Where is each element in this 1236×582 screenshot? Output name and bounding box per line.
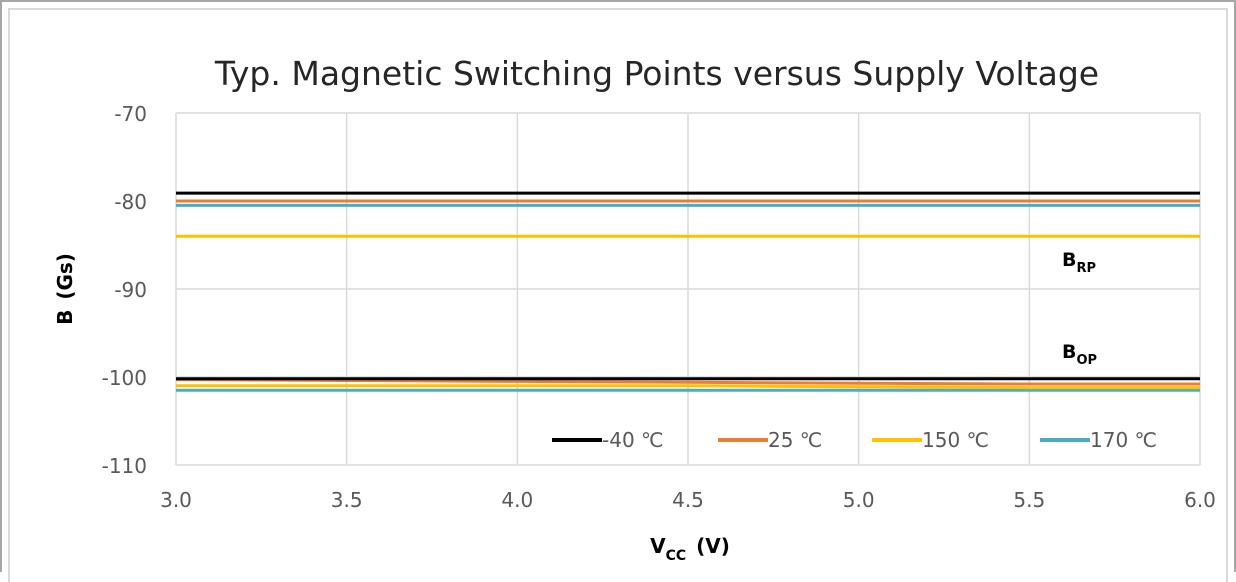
legend-label: 25 ℃ <box>768 428 822 452</box>
x-tick-label: 3.5 <box>331 488 363 512</box>
annotation-brp: BRP <box>1062 249 1096 276</box>
x-tick-label: 3.0 <box>160 488 192 512</box>
series-line-bop-6 <box>176 384 1200 390</box>
x-tick-label: 5.0 <box>843 488 875 512</box>
x-tick-label: 4.5 <box>672 488 704 512</box>
legend: -40 ℃ 25 ℃ 150 ℃ 170 ℃ <box>552 428 1157 452</box>
series-line-bop-5 <box>175 378 1200 386</box>
annotation-bop: BOP <box>1062 341 1097 368</box>
legend-label: -40 ℃ <box>602 428 663 452</box>
y-axis-title: B(Gs) <box>53 253 77 325</box>
chart-title: Typ. Magnetic Switching Points versus Su… <box>214 54 1099 93</box>
series-lines <box>175 191 1200 392</box>
y-tick-label: -100 <box>102 366 147 390</box>
x-tick-label: 6.0 <box>1184 488 1216 512</box>
legend-label: 150 ℃ <box>922 428 989 452</box>
y-tick-label: -110 <box>102 454 147 478</box>
y-tick-label: -80 <box>114 190 147 214</box>
y-tick-label: -90 <box>114 278 147 302</box>
y-tick-labels: -70 -80 -90 -100 -110 <box>102 102 147 478</box>
legend-label: 170 ℃ <box>1090 428 1157 452</box>
x-axis-title: VCC (V) <box>650 534 730 564</box>
y-tick-label: -70 <box>114 102 147 126</box>
x-tick-label: 5.5 <box>1013 488 1045 512</box>
gridlines <box>175 112 1201 466</box>
x-tick-label: 4.0 <box>501 488 533 512</box>
x-tick-labels: 3.0 3.5 4.0 4.5 5.0 5.5 6.0 <box>160 488 1216 512</box>
